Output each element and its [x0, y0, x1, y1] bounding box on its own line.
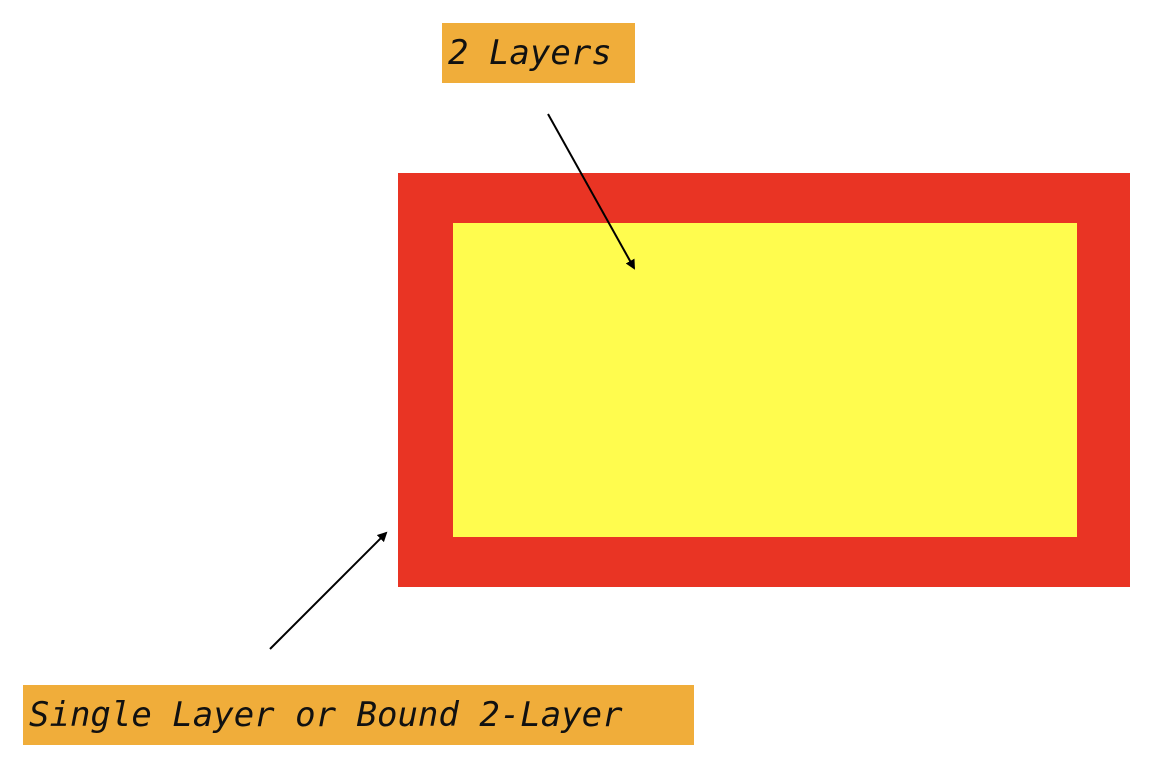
label-two-layers: 2 Layers — [442, 23, 635, 83]
arrow-to-outer-layer — [269, 531, 388, 650]
label-single-layer: Single Layer or Bound 2-Layer — [23, 685, 694, 745]
inner-layer-rect — [453, 223, 1077, 537]
